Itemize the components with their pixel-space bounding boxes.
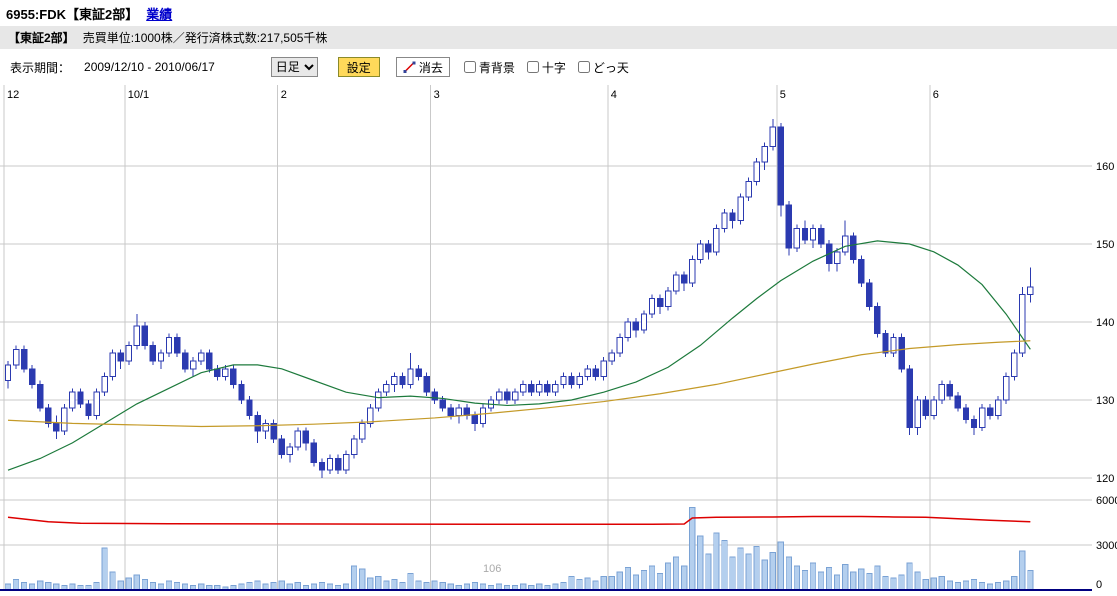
svg-text:150: 150: [1096, 239, 1114, 251]
checkbox-dotten[interactable]: どっ天: [577, 59, 629, 76]
stock-title: 6955:FDK【東証2部】: [6, 6, 139, 22]
share-details: 売買単位:1000株／発行済株式数:217,505千株: [82, 31, 328, 45]
svg-text:0: 0: [1096, 579, 1102, 591]
svg-text:120: 120: [1096, 473, 1114, 485]
dotten-checkbox[interactable]: [577, 61, 590, 73]
erase-button[interactable]: 消去: [395, 57, 450, 77]
crosshair-label: 十字: [541, 60, 566, 75]
stock-chart: 12 10/1 2 3 4 5 6 120 130 140 150 160 0 3000000 600000…: [0, 85, 1117, 596]
performance-link[interactable]: 業績: [146, 6, 173, 22]
info-bar: 【東証2部】 売買単位:1000株／発行済株式数:217,505千株: [0, 26, 1117, 49]
erase-button-label: 消去: [418, 60, 443, 75]
svg-text:2: 2: [281, 89, 287, 101]
crosshair-checkbox[interactable]: [526, 61, 539, 73]
checkbox-crosshair[interactable]: 十字: [526, 59, 566, 76]
blue-background-label: 青背景: [478, 60, 515, 75]
timeframe-select[interactable]: 日足: [270, 57, 318, 77]
controls-bar: 表示期間： 2009/12/10 - 2010/06/17 日足 設定 消去 青…: [0, 49, 1117, 85]
svg-text:6000000: 6000000: [1096, 495, 1117, 507]
svg-text:4: 4: [611, 89, 617, 101]
svg-text:130: 130: [1096, 395, 1114, 407]
period-label: 表示期間：: [10, 60, 71, 75]
blue-background-checkbox[interactable]: [463, 61, 476, 73]
svg-text:5: 5: [780, 89, 786, 101]
svg-text:106: 106: [483, 563, 501, 575]
svg-text:12: 12: [7, 89, 19, 101]
period-value: 2009/12/10 - 2010/06/17: [84, 60, 215, 74]
svg-text:6: 6: [933, 89, 939, 101]
svg-text:10/1: 10/1: [128, 89, 149, 101]
candlestick-chart-svg: 12 10/1 2 3 4 5 6 120 130 140 150 160 0 3000000 600000…: [0, 85, 1117, 591]
checkbox-blue-background[interactable]: 青背景: [463, 59, 515, 76]
svg-text:140: 140: [1096, 317, 1114, 329]
erase-line-icon: [403, 61, 416, 74]
settings-button[interactable]: 設定: [337, 57, 380, 77]
svg-text:160: 160: [1096, 161, 1114, 173]
dotten-label: どっ天: [592, 60, 629, 75]
option-checkboxes: 青背景 十字 どっ天: [463, 59, 629, 76]
svg-text:3000000: 3000000: [1096, 540, 1117, 552]
svg-text:3: 3: [434, 89, 440, 101]
exchange-label: 【東証2部】: [8, 31, 75, 45]
title-bar: 6955:FDK【東証2部】 業績: [0, 0, 1117, 26]
